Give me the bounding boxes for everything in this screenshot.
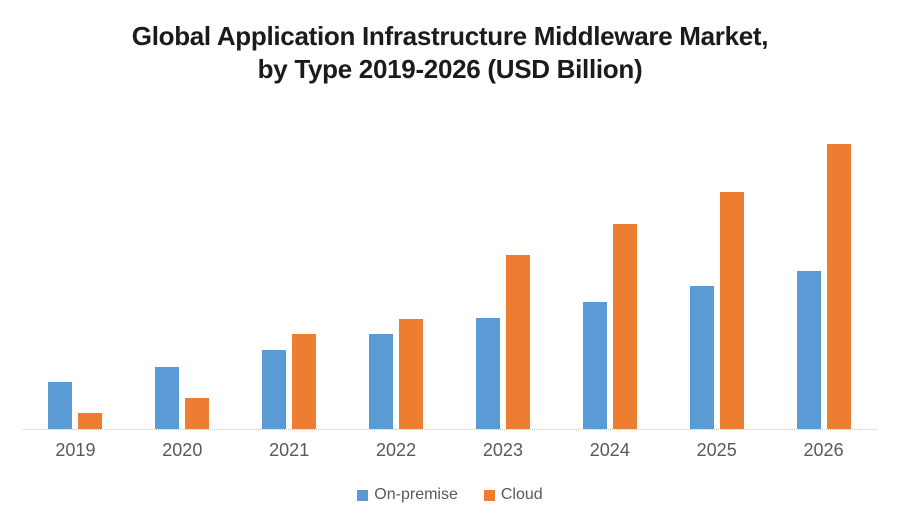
bar-on-premise-2023 [475,318,500,429]
chart-title: Global Application Infrastructure Middle… [0,20,900,86]
legend-item-on-premise: On-premise [357,486,458,504]
bar-cloud-2021 [292,334,317,429]
bar-cloud-2019 [78,413,103,429]
x-axis-label-2023: 2023 [482,440,523,460]
bar-on-premise-2022 [369,334,394,429]
plot-area [22,129,877,429]
x-axis-label-2020: 2020 [162,440,203,460]
x-axis-label-2022: 2022 [376,440,417,460]
bar-cloud-2020 [185,398,210,429]
bar-cloud-2025 [719,192,744,429]
legend-item-cloud: Cloud [483,486,543,504]
x-axis-label-2021: 2021 [269,440,310,460]
bar-group-2020 [129,129,236,429]
x-axis-line [22,429,877,430]
legend-label-on-premise: On-premise [374,486,458,503]
legend-label-cloud: Cloud [500,486,543,503]
x-axis-labels: 2019 2020 2021 2022 2023 2024 2025 2026 [22,440,877,461]
bar-group-2026 [770,129,877,429]
legend-swatch-on-premise [357,489,369,501]
bar-cloud-2022 [399,319,424,429]
bar-on-premise-2024 [582,302,607,429]
bar-cloud-2026 [826,144,851,429]
bar-group-2024 [556,129,663,429]
bar-on-premise-2025 [689,286,714,429]
bar-group-2023 [450,129,557,429]
bar-group-2025 [663,129,770,429]
bar-group-2021 [236,129,343,429]
x-axis-label-2024: 2024 [589,440,630,460]
bar-on-premise-2020 [155,367,180,429]
bar-on-premise-2021 [262,350,287,429]
bar-on-premise-2026 [796,271,821,429]
bar-on-premise-2019 [48,382,73,429]
bar-group-2019 [22,129,129,429]
x-axis-label-2019: 2019 [55,440,96,460]
legend-swatch-cloud [483,489,495,501]
x-axis-label-2026: 2026 [803,440,844,460]
bar-cloud-2023 [505,255,530,429]
legend: On-premise Cloud [0,486,900,504]
bar-cloud-2024 [612,224,637,429]
bar-group-2022 [343,129,450,429]
chart-title-line2: by Type 2019-2026 (USD Billion) [257,54,643,84]
chart-title-line1: Global Application Infrastructure Middle… [131,21,769,51]
x-axis-label-2025: 2025 [696,440,737,460]
